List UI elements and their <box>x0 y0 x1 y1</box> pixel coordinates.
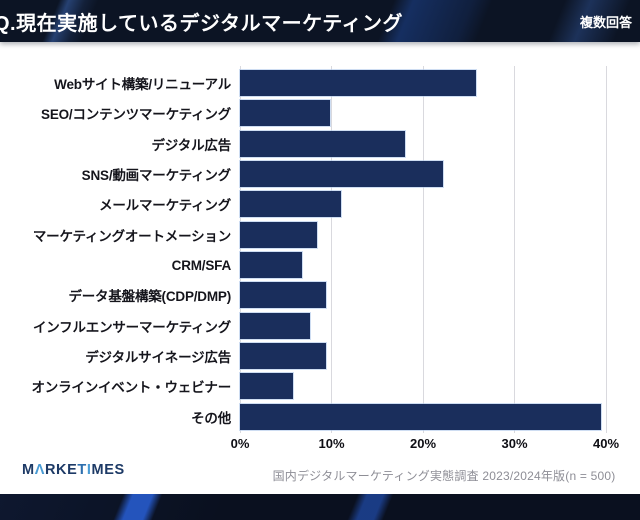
bar-track <box>240 70 606 97</box>
category-label: SEO/コンテンツマーケティング <box>41 107 231 123</box>
bar-track <box>240 130 606 157</box>
category-label: CRM/SFA <box>171 257 232 273</box>
x-tick-label: 10% <box>318 436 345 451</box>
bar-track <box>240 282 606 309</box>
category-label: インフルエンサーマーケティング <box>32 319 231 335</box>
chart-row: マーケティングオートメーション <box>0 220 606 250</box>
category-label: Webサイト構築/リニューアル <box>54 77 231 93</box>
logo-letter: R <box>44 462 57 478</box>
chart-row: デジタルサイネージ広告 <box>0 341 606 371</box>
gridline <box>331 66 332 433</box>
x-tick-label: 0% <box>230 436 250 451</box>
category-label: マーケティングオートメーション <box>32 228 231 244</box>
logo-letter: M <box>22 462 35 478</box>
bar <box>240 70 477 97</box>
x-axis: 0% 10% 20% 30% 40% <box>231 436 619 454</box>
chart-row: Webサイト構築/リニューアル <box>0 68 606 98</box>
logo-letter: T <box>77 462 87 478</box>
chart-row: その他 <box>0 402 606 432</box>
bar <box>240 343 326 370</box>
bar <box>240 221 317 248</box>
gridline <box>605 66 607 433</box>
source-caption: 国内デジタルマーケティング実態調査 2023/2024年版(n = 500) <box>272 469 616 483</box>
logo-letter: E <box>67 462 78 478</box>
chart-row: データ基盤構築(CDP/DMP) <box>0 280 606 310</box>
header: Q.現在実施しているデジタルマーケティング 複数回答 <box>0 0 640 42</box>
bottom-strip <box>0 494 640 520</box>
x-tick-label: 40% <box>592 436 620 451</box>
bar <box>240 282 326 309</box>
gridline <box>422 66 424 433</box>
bar <box>240 130 405 157</box>
x-tick-label: 20% <box>409 436 437 451</box>
marketimes-logo: MΛRKETIMES <box>22 462 125 478</box>
logo-letter: I <box>86 462 92 478</box>
bar-chart: Webサイト構築/リニューアル SEO/コンテンツマーケティングデジタル広告 SNS… <box>0 68 606 432</box>
gridline <box>514 66 515 433</box>
category-label: デジタルサイネージ広告 <box>85 350 231 366</box>
bar-track <box>240 403 606 430</box>
category-label: データ基盤構築(CDP/DMP) <box>68 289 231 305</box>
category-label: メールマーケティング <box>99 198 231 214</box>
category-label: オンラインイベント・ウェビナー <box>31 380 232 396</box>
bar-track <box>240 100 606 127</box>
bar <box>240 161 444 188</box>
bar <box>240 373 294 400</box>
bar-track <box>240 252 606 279</box>
logo-letter: E <box>104 462 115 478</box>
chart-row: CRM/SFA <box>0 250 606 280</box>
bar <box>240 312 310 339</box>
logo-letter: S <box>114 462 125 478</box>
gridline <box>239 66 241 433</box>
bar-track <box>240 373 606 400</box>
chart-row: メールマーケティング <box>0 189 606 219</box>
bar <box>240 252 303 279</box>
logo-letter: K <box>56 462 68 478</box>
x-tick-label: 30% <box>501 436 528 451</box>
chart-row: インフルエンサーマーケティング <box>0 311 606 341</box>
bar <box>240 100 330 127</box>
bar-track <box>240 161 606 188</box>
logo-letter: Λ <box>34 462 45 478</box>
bar <box>240 191 341 218</box>
category-label: その他 <box>191 410 231 426</box>
category-label: デジタル広告 <box>151 137 231 153</box>
bar-track <box>240 312 606 339</box>
multiple-answer-badge: 複数回答 <box>579 14 632 30</box>
chart-row: オンラインイベント・ウェビナー <box>0 371 606 401</box>
gridlines <box>239 66 607 433</box>
bar-track <box>240 343 606 370</box>
chart-row: SNS/動画マーケティング <box>0 159 606 189</box>
bar <box>240 403 601 430</box>
page-title: Q.現在実施しているデジタルマーケティング <box>0 12 404 35</box>
category-label: SNS/動画マーケティング <box>81 168 232 184</box>
bar-track <box>240 191 606 218</box>
chart-row: SEO/コンテンツマーケティング <box>0 98 606 128</box>
bar-track <box>240 221 606 248</box>
logo-letter: M <box>91 462 105 478</box>
chart-row: デジタル広告 <box>0 129 606 159</box>
